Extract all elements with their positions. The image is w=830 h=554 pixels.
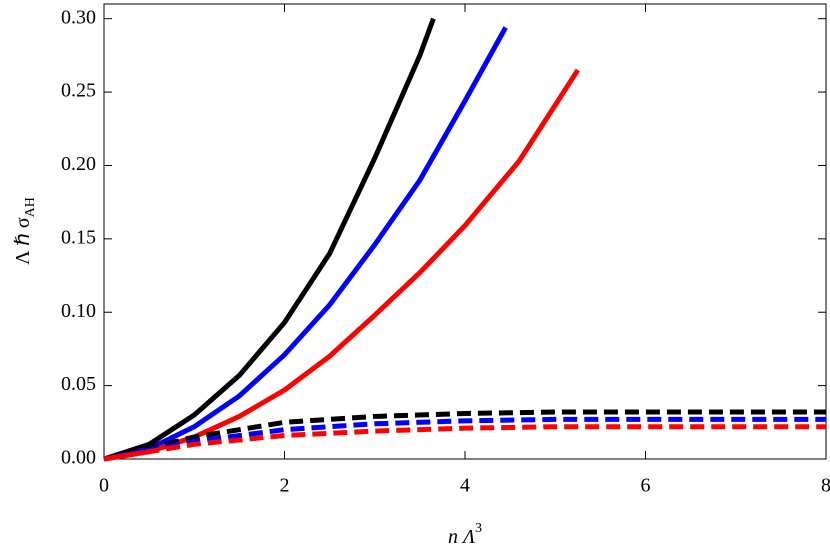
dashed-line [103,416,826,462]
x-tick-label: 6 [641,475,651,497]
x-axis-label: n Λ3 [448,521,482,547]
x-tick-label: 2 [280,475,290,497]
y-tick-label: 0.15 [61,226,96,248]
y-tick-label: 0.25 [61,80,96,102]
x-tick-label: 0 [99,475,109,497]
y-axis-label-sub: AH [23,197,38,217]
y-tick-label: 0.20 [61,153,96,175]
x-axis-label-main: n Λ [448,526,475,548]
x-tick-label: 8 [821,475,830,497]
x-axis-label-sup: 3 [475,521,482,536]
plot-frame [103,3,827,460]
y-tick-label: 0.00 [61,447,96,469]
solid-line [103,17,436,462]
y-axis-label: Λ ℏ σAH [12,197,39,265]
y-tick-label: 0.05 [61,373,96,395]
y-axis-label-main: Λ ℏ σ [12,217,34,265]
solid-line [103,68,580,462]
x-tick-label: 4 [460,475,470,497]
dashed-line [103,409,826,462]
solid-line [103,26,508,462]
y-tick-label: 0.10 [61,300,96,322]
y-tick-label: 0.30 [61,6,96,28]
dashed-line [103,424,826,462]
